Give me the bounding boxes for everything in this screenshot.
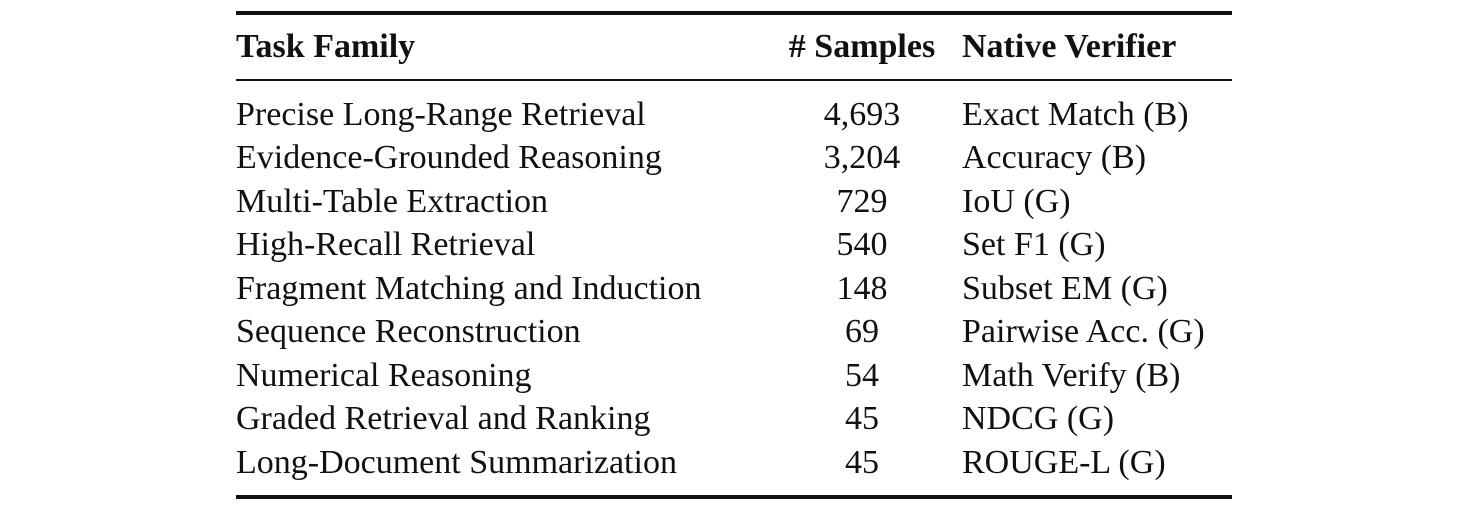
task-family-table-container: Task Family # Samples Native Verifier Pr… (236, 11, 1232, 499)
samples-cell: 45 (845, 443, 879, 481)
samples-cell: 69 (845, 313, 879, 351)
verifier-cell: NDCG (G) (962, 400, 1115, 438)
samples-cell: 3,204 (823, 139, 901, 177)
samples-cell: 4,693 (823, 95, 901, 133)
task-cell: Numerical Reasoning (236, 356, 532, 394)
verifier-cell: Pairwise Acc. (G) (962, 313, 1205, 351)
table-row: Fragment Matching and Induction 148 Subs… (236, 267, 1232, 311)
header-row: Task Family # Samples Native Verifier (236, 13, 1232, 80)
task-cell: Fragment Matching and Induction (236, 269, 702, 307)
verifier-cell: Exact Match (B) (962, 95, 1189, 133)
table-row: Precise Long-Range Retrieval 4,693 Exact… (236, 80, 1232, 137)
samples-cell: 54 (845, 356, 879, 394)
table-row: Evidence-Grounded Reasoning 3,204 Accura… (236, 137, 1232, 181)
task-cell: Multi-Table Extraction (236, 182, 549, 220)
task-cell: Sequence Reconstruction (236, 313, 581, 351)
task-family-table: Task Family # Samples Native Verifier Pr… (236, 11, 1232, 499)
verifier-cell: Set F1 (G) (962, 226, 1106, 264)
task-cell: High-Recall Retrieval (236, 226, 536, 264)
verifier-cell: Subset EM (G) (962, 269, 1168, 307)
task-cell: Evidence-Grounded Reasoning (236, 139, 662, 177)
samples-cell: 148 (836, 269, 888, 307)
verifier-cell: Accuracy (B) (962, 139, 1147, 177)
samples-cell: 540 (836, 226, 888, 264)
table-row: Graded Retrieval and Ranking 45 NDCG (G) (236, 398, 1232, 442)
header-native-verifier: Native Verifier (962, 28, 1177, 65)
table-row: Numerical Reasoning 54 Math Verify (B) (236, 354, 1232, 398)
header-samples: # Samples (788, 28, 936, 65)
samples-cell: 45 (845, 400, 879, 438)
header-task-family: Task Family (236, 28, 416, 65)
task-cell: Graded Retrieval and Ranking (236, 400, 651, 438)
table-header: Task Family # Samples Native Verifier (236, 13, 1232, 80)
verifier-cell: Math Verify (B) (962, 356, 1181, 394)
table-body: Precise Long-Range Retrieval 4,693 Exact… (236, 80, 1232, 497)
task-cell: Precise Long-Range Retrieval (236, 95, 646, 133)
samples-cell: 729 (836, 182, 888, 220)
task-cell: Long-Document Summarization (236, 443, 677, 481)
verifier-cell: IoU (G) (962, 182, 1071, 220)
verifier-cell: ROUGE-L (G) (962, 443, 1166, 481)
table-row: Multi-Table Extraction 729 IoU (G) (236, 180, 1232, 224)
table-row: Long-Document Summarization 45 ROUGE-L (… (236, 441, 1232, 497)
table-row: High-Recall Retrieval 540 Set F1 (G) (236, 224, 1232, 268)
table-row: Sequence Reconstruction 69 Pairwise Acc.… (236, 311, 1232, 355)
